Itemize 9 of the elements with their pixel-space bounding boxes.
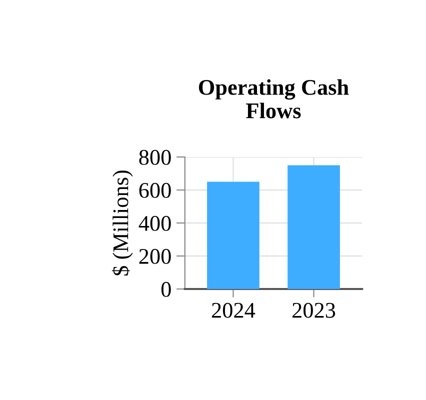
y-tick-label: 400	[138, 216, 171, 231]
y-tick-label: 800	[139, 150, 171, 165]
y-tick-label: 600	[139, 182, 171, 198]
chart-title: Operating Cash Flows	[198, 79, 349, 118]
y-tick-label: 0	[161, 282, 171, 297]
x-tick-label: 2023	[292, 302, 336, 318]
y-axis-title: $ (Millions)	[112, 170, 133, 276]
y-tick-label: 200	[139, 248, 171, 264]
x-tick-label: 2024	[212, 302, 256, 318]
